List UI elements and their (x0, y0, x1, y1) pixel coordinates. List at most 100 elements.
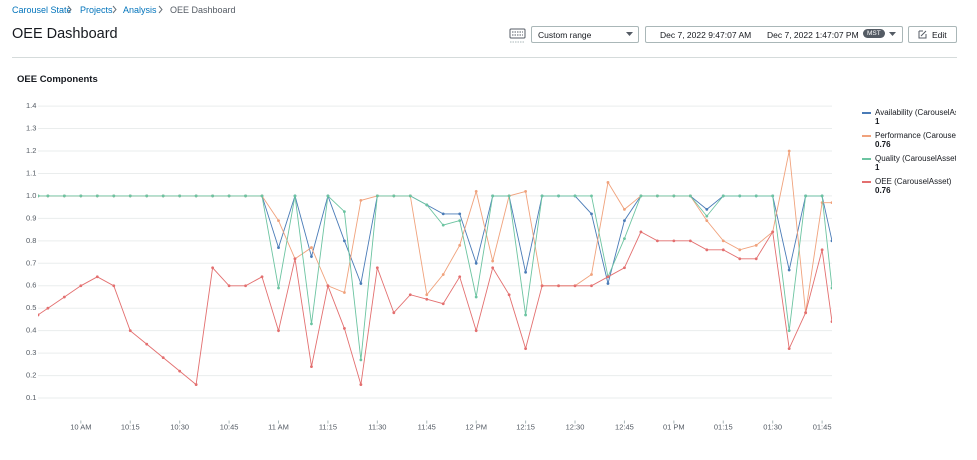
legend-label: Availability (CarouselAsset) (875, 108, 956, 117)
data-point (639, 230, 643, 234)
data-point (705, 219, 709, 223)
legend-swatch (862, 111, 871, 114)
legend-label: Quality (CarouselAsset) (875, 154, 956, 163)
y-tick-label: 1.4 (26, 101, 36, 110)
dropdown-icon (889, 32, 896, 36)
data-point (342, 327, 346, 330)
y-tick-label: 0.8 (26, 236, 36, 245)
data-point (79, 194, 83, 198)
data-point (573, 194, 577, 198)
y-tick-label: 0.7 (26, 258, 36, 267)
data-point (738, 194, 742, 198)
legend-label: OEE (CarouselAsset) (875, 177, 952, 186)
data-point (474, 295, 478, 299)
data-point (425, 297, 429, 301)
legend-item[interactable]: Availability (CarouselAsset)1 (862, 108, 956, 126)
legend-value: 0.76 (875, 140, 891, 149)
x-tick-label: 10:15 (121, 422, 140, 431)
breadcrumb-link[interactable]: Projects (80, 5, 113, 15)
data-point (375, 194, 379, 198)
y-tick-label: 1.1 (26, 168, 36, 177)
data-point (771, 194, 775, 198)
legend-item[interactable]: Quality (CarouselAsset) 1 (862, 154, 956, 172)
data-point (95, 275, 99, 279)
data-point (830, 201, 832, 205)
data-point (590, 194, 593, 198)
data-point (540, 194, 544, 198)
data-point (359, 383, 363, 386)
legend-value: 1 (875, 163, 880, 172)
data-point (705, 207, 709, 211)
timezone-badge: MST (863, 29, 885, 38)
data-point (62, 295, 66, 299)
divider (12, 57, 957, 58)
data-point (62, 194, 66, 198)
data-point (754, 194, 758, 198)
data-point (721, 194, 725, 198)
data-point (425, 293, 429, 297)
data-point (623, 266, 626, 270)
data-point (573, 284, 577, 288)
date-range-picker[interactable]: Dec 7, 2022 9:47:07 AM Dec 7, 2022 1:47:… (645, 26, 903, 43)
data-point (491, 266, 495, 270)
data-point (590, 212, 593, 216)
data-point (830, 320, 832, 324)
data-point (820, 248, 824, 252)
data-point (310, 255, 313, 258)
keyboard-icon[interactable] (508, 27, 528, 45)
x-tick-label: 12:30 (566, 422, 585, 431)
legend-swatch (862, 180, 871, 183)
data-point (38, 194, 40, 198)
data-point (227, 194, 231, 198)
data-point (277, 246, 280, 249)
data-point (623, 219, 626, 223)
data-point (458, 275, 462, 279)
range-select-text: Custom range (538, 30, 592, 40)
y-tick-label: 0.4 (26, 326, 36, 335)
data-point (194, 194, 198, 198)
edit-icon (918, 30, 927, 39)
data-point (277, 286, 280, 290)
x-tick-label: 01 PM (663, 422, 685, 431)
range-select[interactable]: Custom range (531, 26, 639, 43)
x-tick-label: 10:45 (220, 422, 239, 431)
breadcrumb-link[interactable]: Carousel State (12, 5, 72, 15)
data-point (754, 243, 758, 247)
data-point (38, 313, 40, 317)
x-tick-label: 10 AM (70, 422, 91, 431)
series-line (38, 230, 832, 386)
data-point (655, 239, 659, 243)
data-point (161, 194, 165, 198)
series (38, 194, 832, 362)
series-line (38, 150, 832, 313)
data-point (639, 194, 643, 198)
data-point (507, 194, 511, 198)
data-point (524, 270, 528, 274)
data-point (705, 214, 709, 218)
data-point (524, 347, 528, 351)
data-point (672, 194, 676, 198)
data-point (590, 273, 593, 276)
legend-item[interactable]: OEE (CarouselAsset) 0.76 (862, 177, 956, 195)
edit-label: Edit (932, 30, 947, 40)
x-tick-label: 12:15 (516, 422, 535, 431)
edit-button[interactable]: Edit (908, 26, 957, 43)
legend-value: 0.76 (875, 186, 891, 195)
data-point (425, 203, 429, 207)
breadcrumb-current: OEE Dashboard (170, 5, 236, 15)
end-date: Dec 7, 2022 1:47:07 PM (767, 30, 859, 40)
data-point (227, 284, 231, 288)
data-point (260, 194, 264, 198)
legend-item[interactable]: Performance (CarouselAsset)0.76 (862, 131, 956, 149)
start-date: Dec 7, 2022 9:47:07 AM (660, 30, 752, 40)
breadcrumb-link[interactable]: Analysis (123, 5, 157, 15)
legend-swatch (862, 134, 871, 137)
legend-swatch (862, 157, 871, 160)
data-point (260, 275, 264, 279)
data-point (310, 246, 313, 249)
series (38, 230, 832, 386)
data-point (392, 194, 396, 198)
data-point (293, 194, 297, 198)
data-point (606, 275, 610, 279)
series (38, 149, 832, 315)
